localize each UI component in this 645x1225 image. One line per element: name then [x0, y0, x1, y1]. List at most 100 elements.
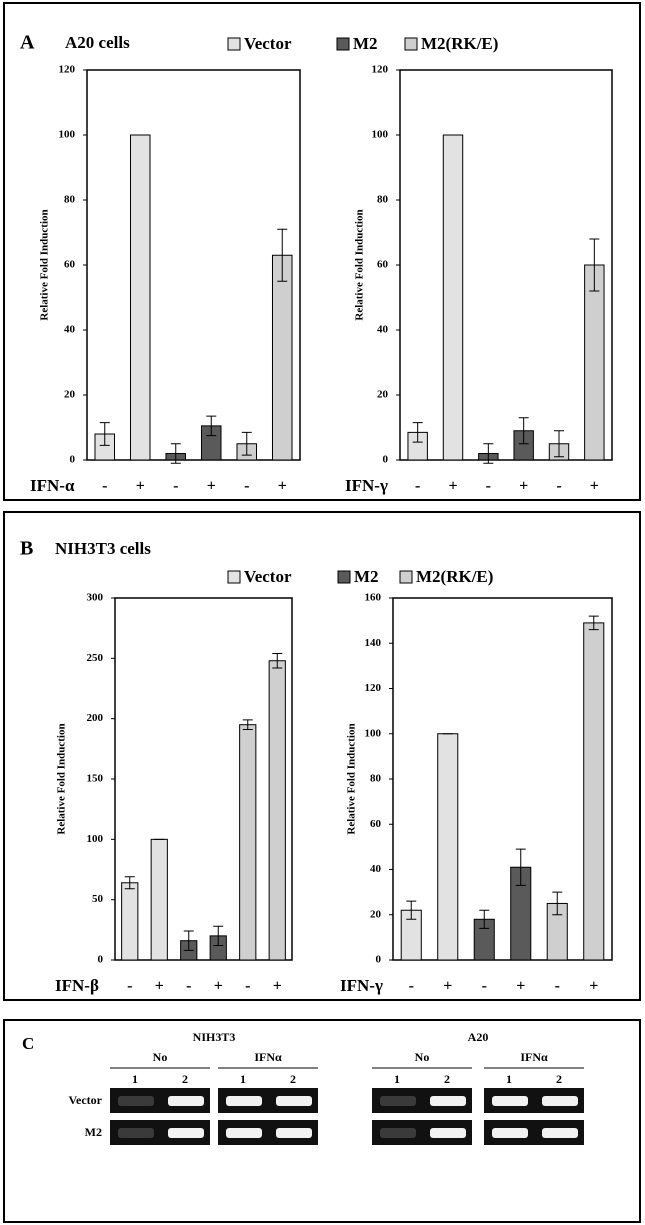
y-tick-label: 50	[92, 893, 104, 905]
condition-label: No	[153, 1050, 168, 1064]
cell-label: A20	[468, 1030, 489, 1044]
row-label: Vector	[68, 1093, 102, 1107]
bar	[130, 135, 150, 460]
y-tick-label: 60	[370, 818, 382, 830]
x-axis-label: IFN-α	[30, 476, 75, 495]
x-tick-label: -	[486, 478, 491, 495]
gel-band	[430, 1128, 466, 1138]
lane-label: 1	[132, 1072, 138, 1086]
lane-label: 1	[394, 1072, 400, 1086]
lane-label: 1	[506, 1072, 512, 1086]
plot-frame	[115, 598, 292, 960]
y-tick-label: 100	[59, 129, 76, 141]
y-tick-label: 160	[365, 592, 382, 604]
y-tick-label: 20	[370, 908, 382, 920]
x-tick-label: -	[482, 978, 487, 995]
x-axis-label: IFN-γ	[345, 476, 388, 495]
condition-label: No	[415, 1050, 430, 1064]
legend-label: M2	[353, 34, 378, 53]
y-tick-label: 200	[87, 712, 104, 724]
bar	[438, 734, 458, 960]
y-tick-label: 80	[64, 194, 76, 206]
y-tick-label: 0	[376, 954, 382, 966]
gel-band	[168, 1096, 204, 1106]
gel-band	[226, 1096, 262, 1106]
x-tick-label: +	[519, 478, 528, 495]
x-tick-label: +	[448, 478, 457, 495]
x-tick-label: -	[186, 978, 191, 995]
y-tick-label: 100	[365, 727, 382, 739]
y-tick-label: 20	[377, 389, 389, 401]
gel-band	[226, 1128, 262, 1138]
y-tick-label: 40	[377, 324, 389, 336]
y-tick-label: 0	[98, 954, 104, 966]
gel-band	[276, 1128, 312, 1138]
y-tick-label: 100	[372, 129, 389, 141]
y-tick-label: 120	[59, 64, 76, 76]
x-tick-label: +	[136, 478, 145, 495]
panel-letter: A	[20, 32, 35, 54]
x-tick-label: +	[278, 478, 287, 495]
y-tick-label: 120	[372, 64, 389, 76]
y-tick-label: 80	[370, 773, 382, 785]
y-tick-label: 20	[64, 389, 76, 401]
x-tick-label: -	[102, 478, 107, 495]
y-axis-label: Relative Fold Induction	[39, 209, 51, 320]
x-tick-label: +	[155, 978, 164, 995]
x-tick-label: +	[516, 978, 525, 995]
x-tick-label: +	[214, 978, 223, 995]
y-axis-label: Relative Fold Induction	[346, 723, 358, 834]
y-tick-label: 100	[87, 833, 104, 845]
y-tick-label: 60	[64, 259, 76, 271]
panel-frame	[4, 512, 640, 1000]
y-tick-label: 40	[64, 324, 76, 336]
y-axis-label: Relative Fold Induction	[56, 723, 68, 834]
panel-title: NIH3T3 cells	[55, 539, 151, 558]
lane-label: 2	[556, 1072, 562, 1086]
x-tick-label: +	[207, 478, 216, 495]
y-tick-label: 60	[377, 259, 389, 271]
gel-band	[492, 1096, 528, 1106]
gel-band	[380, 1096, 416, 1106]
lane-label: 2	[290, 1072, 296, 1086]
cell-label: NIH3T3	[193, 1030, 236, 1044]
panel-letter: B	[20, 538, 33, 560]
x-axis-label: IFN-γ	[340, 976, 383, 995]
y-tick-label: 40	[370, 863, 382, 875]
legend-swatch	[405, 38, 417, 50]
x-tick-label: +	[590, 478, 599, 495]
y-tick-label: 140	[365, 637, 382, 649]
legend-swatch	[228, 571, 240, 583]
gel-band	[380, 1128, 416, 1138]
condition-label: IFNα	[254, 1050, 282, 1064]
bar	[584, 623, 604, 960]
gel-band	[542, 1096, 578, 1106]
legend-label: M2(RK/E)	[421, 34, 498, 53]
legend-label: M2(RK/E)	[416, 567, 493, 586]
x-tick-label: -	[173, 478, 178, 495]
y-tick-label: 150	[87, 773, 104, 785]
y-tick-label: 0	[383, 454, 389, 466]
plot-frame	[393, 598, 612, 960]
lane-label: 2	[444, 1072, 450, 1086]
bar	[272, 255, 292, 460]
x-tick-label: -	[556, 478, 561, 495]
lane-label: 2	[182, 1072, 188, 1086]
legend-swatch	[400, 571, 412, 583]
y-tick-label: 250	[87, 652, 104, 664]
gel-band	[276, 1096, 312, 1106]
lane-label: 1	[240, 1072, 246, 1086]
bar	[585, 265, 604, 460]
panel-title: A20 cells	[65, 33, 130, 52]
panel-letter: C	[22, 1034, 34, 1053]
bar	[151, 839, 167, 960]
y-axis-label: Relative Fold Induction	[354, 209, 366, 320]
gel-band	[492, 1128, 528, 1138]
y-tick-label: 300	[87, 592, 104, 604]
x-tick-label: -	[409, 978, 414, 995]
figure: AA20 cellsVectorM2M2(RK/E)BNIH3T3 cellsV…	[0, 0, 645, 1225]
legend-swatch	[338, 571, 350, 583]
row-label: M2	[85, 1125, 102, 1139]
x-tick-label: -	[415, 478, 420, 495]
plot-frame	[400, 70, 612, 460]
